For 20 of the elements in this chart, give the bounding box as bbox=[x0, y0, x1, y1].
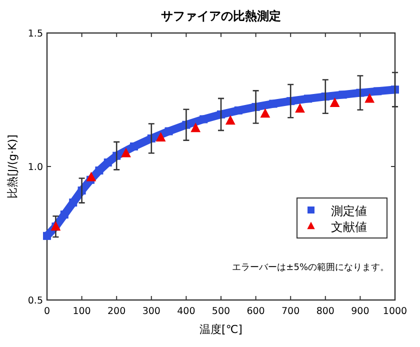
x-tick-label: 0 bbox=[44, 306, 50, 317]
x-tick-label: 100 bbox=[72, 306, 91, 317]
x-tick-label: 600 bbox=[246, 306, 265, 317]
x-tick-label: 400 bbox=[177, 306, 196, 317]
y-tick-label: 0.5 bbox=[28, 296, 43, 306]
x-tick-label: 200 bbox=[108, 306, 126, 317]
y-tick-label: 1.0 bbox=[28, 162, 43, 173]
x-tick-label: 900 bbox=[351, 306, 370, 317]
x-tick-label: 800 bbox=[316, 306, 334, 317]
x-tick-label: 300 bbox=[142, 306, 160, 317]
x-tick-label: 700 bbox=[282, 306, 300, 317]
annotation: エラーバーは±5%の範囲になります。 bbox=[232, 262, 389, 273]
x-axis-title: 温度[℃] bbox=[200, 323, 242, 336]
x-tick-label: 500 bbox=[212, 306, 230, 317]
y-axis-title: 比熱[J/(g·K)] bbox=[6, 134, 19, 198]
legend-label: 測定値 bbox=[331, 204, 367, 218]
legend-label: 文献値 bbox=[331, 220, 367, 234]
y-tick-label: 1.5 bbox=[28, 28, 43, 40]
x-tick-label: 1000 bbox=[382, 306, 408, 317]
chart-title: サファイアの比熱測定 bbox=[161, 9, 281, 23]
